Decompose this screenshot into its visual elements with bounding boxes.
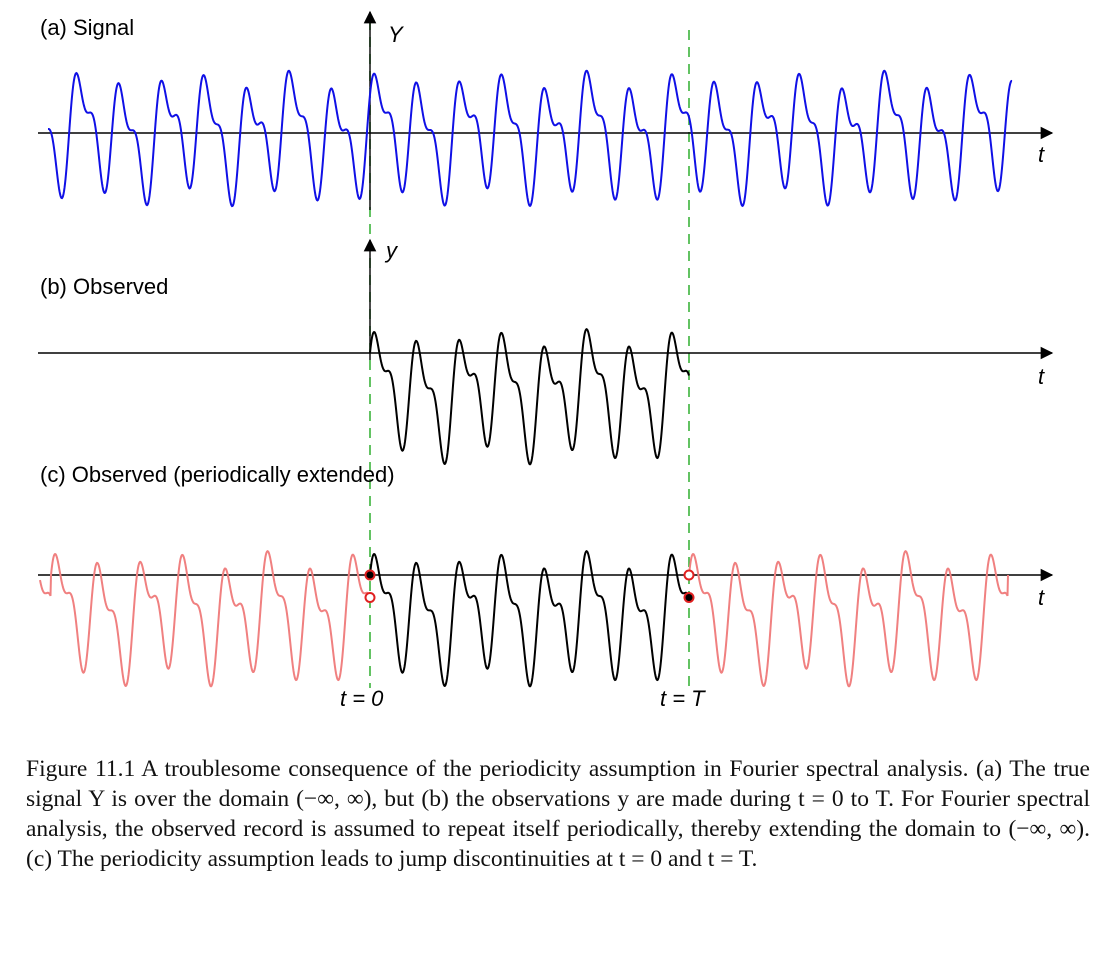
t0-label: t = 0 (340, 686, 384, 711)
panel-c-extended-left-curve (39, 550, 371, 688)
panel-c-title: (c) Observed (periodically extended) (40, 462, 395, 487)
caption-label: Figure 11.1 (26, 756, 136, 782)
start-jump-point (364, 569, 376, 581)
panel-a: (a) Signal Y t (38, 10, 1054, 210)
panel-c-time-label: t (1038, 585, 1045, 610)
panel-a-signal-curve (48, 69, 1013, 208)
panel-a-time-label: t (1038, 142, 1045, 167)
start-extended-end-point (364, 592, 376, 603)
figure-11-1: (a) Signal Y t (b) Observed y t (c) Obse… (38, 10, 1054, 711)
panel-b-time-label: t (1038, 364, 1045, 389)
panel-b-observed-curve (369, 328, 690, 466)
figure-caption: Figure 11.1 A troublesome consequence of … (26, 754, 1090, 874)
panel-b-title: (b) Observed (40, 274, 168, 299)
end-jump-point (683, 592, 695, 603)
tT-label: t = T (660, 686, 706, 711)
end-extended-start-point (683, 569, 695, 581)
caption-text: A troublesome consequence of the periodi… (26, 756, 1090, 872)
panel-c-observed-curve (369, 550, 690, 688)
panel-a-axis-label: Y (388, 22, 404, 47)
panel-c: (c) Observed (periodically extended) t (38, 462, 1054, 688)
panel-c-extended-right-curve (688, 550, 1009, 688)
panel-b-axis-label: y (384, 238, 399, 263)
panel-a-title: (a) Signal (40, 15, 134, 40)
panel-b: (b) Observed y t (38, 238, 1054, 466)
